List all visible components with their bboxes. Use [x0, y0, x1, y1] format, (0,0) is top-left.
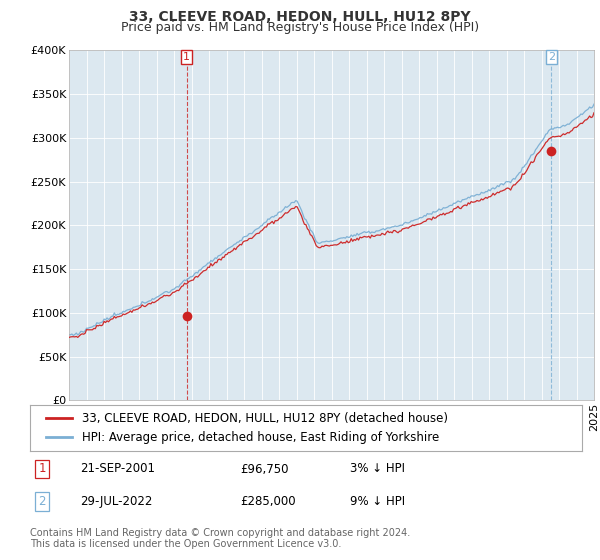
- Text: 1: 1: [38, 463, 46, 475]
- Text: 3% ↓ HPI: 3% ↓ HPI: [350, 463, 405, 475]
- Text: £285,000: £285,000: [240, 494, 295, 508]
- Text: 33, CLEEVE ROAD, HEDON, HULL, HU12 8PY: 33, CLEEVE ROAD, HEDON, HULL, HU12 8PY: [129, 10, 471, 24]
- Text: Contains HM Land Registry data © Crown copyright and database right 2024.
This d: Contains HM Land Registry data © Crown c…: [30, 528, 410, 549]
- Text: 21-SEP-2001: 21-SEP-2001: [80, 463, 155, 475]
- Text: 29-JUL-2022: 29-JUL-2022: [80, 494, 152, 508]
- Text: 9% ↓ HPI: 9% ↓ HPI: [350, 494, 405, 508]
- Text: 2: 2: [548, 52, 555, 62]
- Text: £96,750: £96,750: [240, 463, 288, 475]
- Legend: 33, CLEEVE ROAD, HEDON, HULL, HU12 8PY (detached house), HPI: Average price, det: 33, CLEEVE ROAD, HEDON, HULL, HU12 8PY (…: [41, 407, 452, 449]
- Text: 2: 2: [38, 494, 46, 508]
- Text: Price paid vs. HM Land Registry's House Price Index (HPI): Price paid vs. HM Land Registry's House …: [121, 21, 479, 34]
- Text: 1: 1: [183, 52, 190, 62]
